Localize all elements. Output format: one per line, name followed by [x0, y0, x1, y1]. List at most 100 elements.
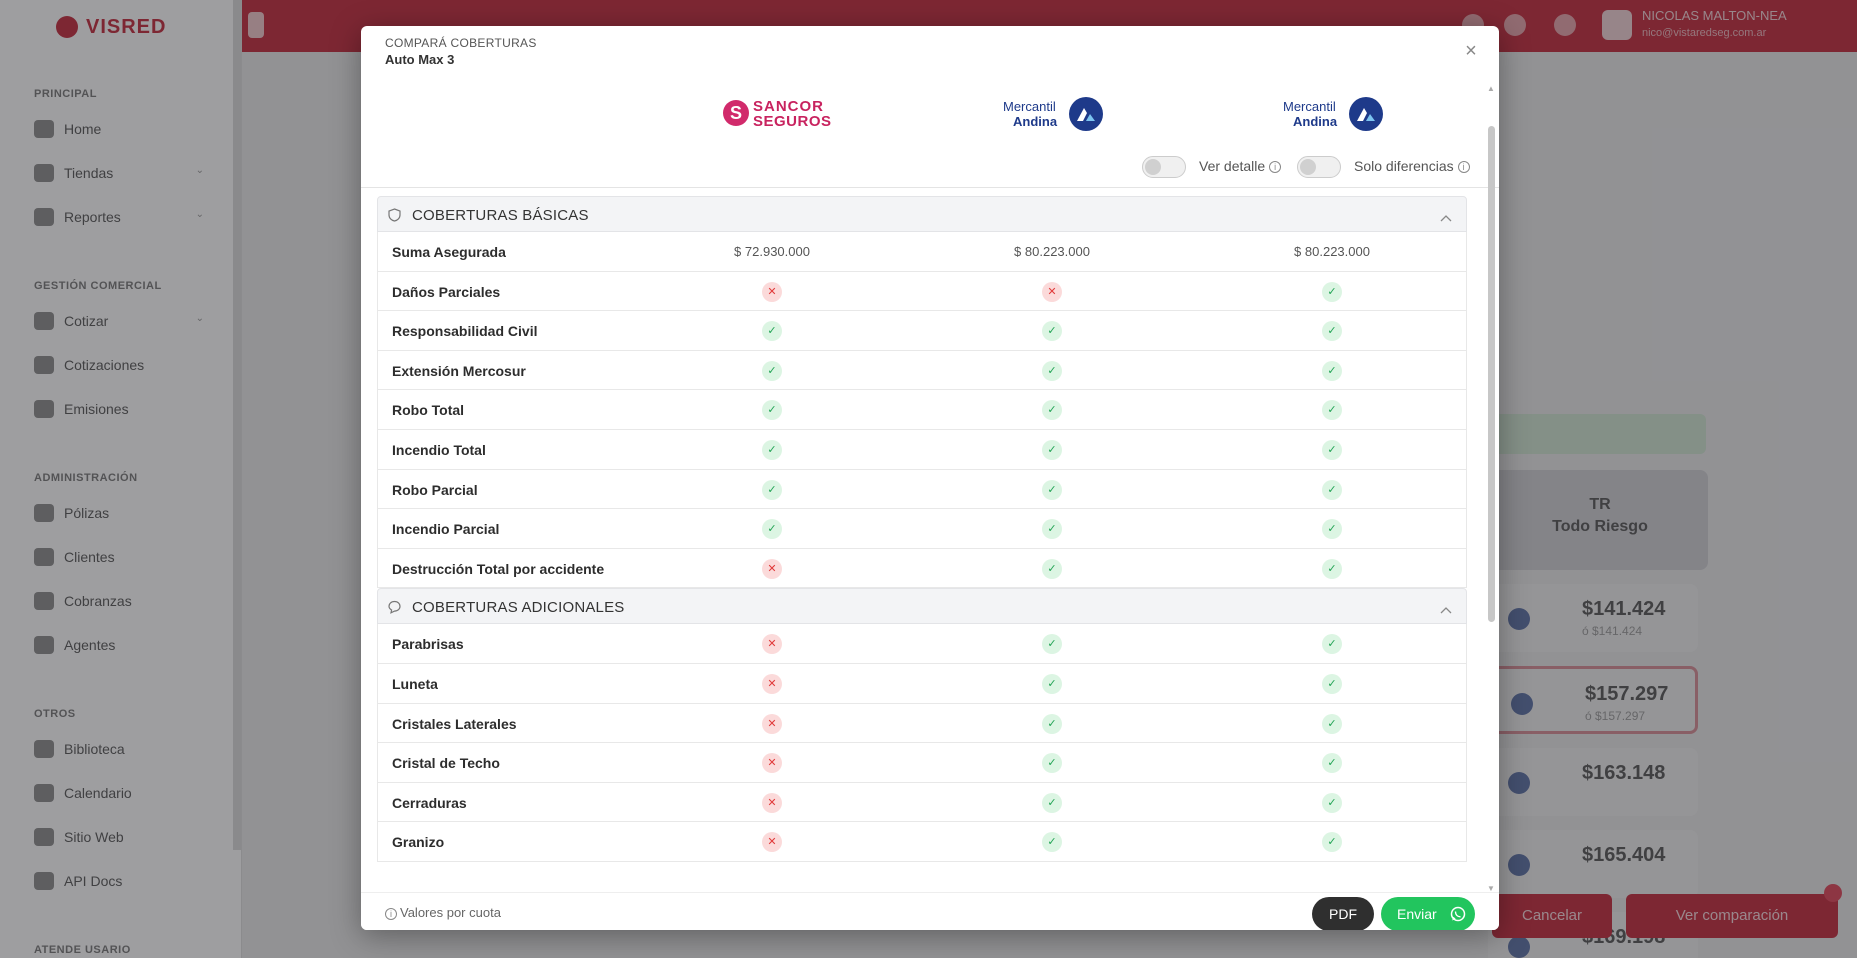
sidebar-item[interactable]: Emisiones	[34, 398, 204, 420]
logo-text: VISRED	[86, 16, 167, 38]
sidebar-item[interactable]: Cotizaciones	[34, 354, 204, 376]
insured-amount: $ 80.223.000	[1294, 244, 1370, 259]
sidebar-item[interactable]: Cotizar ⌄	[34, 310, 204, 332]
coverage-row: Incendio Parcial ✓ ✓ ✓	[377, 509, 1467, 549]
cancel-button[interactable]: Cancelar	[1492, 894, 1612, 938]
sidebar-section-title: GESTIÓN COMERCIAL	[34, 280, 162, 292]
quote-price: $157.297	[1585, 683, 1669, 705]
logo-mark-icon	[56, 16, 78, 38]
coverage-cell: ✓	[672, 509, 872, 548]
coverage-table[interactable]: COBERTURAS BÁSICAS Suma Asegurada $ 72.930…	[377, 196, 1467, 890]
coverage-label: Daños Parciales	[392, 283, 501, 300]
coverage-cell: ✓	[952, 783, 1152, 822]
x-icon: ✕	[762, 713, 782, 734]
coverage-row: Destrucción Total por accidente ✕ ✓ ✓	[377, 548, 1467, 589]
x-icon: ✕	[762, 832, 782, 853]
sidebar-item[interactable]: Sitio Web	[34, 826, 204, 848]
avatar[interactable]	[1602, 10, 1632, 40]
check-icon: ✓	[1322, 832, 1342, 853]
insurer-logo-icon	[1508, 772, 1530, 794]
sidebar-item-label: Reportes	[64, 209, 121, 225]
coverage-label: Parabrisas	[392, 636, 464, 653]
quote-card[interactable]: $163.148	[1488, 748, 1698, 816]
coverage-label: Cristal de Techo	[392, 755, 500, 772]
sidebar-item[interactable]: Pólizas	[34, 502, 204, 524]
bell-icon[interactable]	[1554, 14, 1576, 36]
chevron-up-icon[interactable]	[1440, 601, 1452, 619]
agent-icon	[34, 636, 54, 654]
info-icon: i	[385, 907, 397, 920]
coverage-row: Cristal de Techo ✕ ✓ ✓	[377, 743, 1467, 783]
coverage-label: Suma Asegurada	[392, 244, 506, 260]
sidebar-item[interactable]: Home	[34, 118, 204, 140]
quote-card[interactable]: $165.404	[1488, 830, 1698, 898]
coverage-cell: ✓	[1232, 624, 1432, 663]
sidebar-item[interactable]: Calendario	[34, 782, 204, 804]
sidebar-item[interactable]: API Docs	[34, 870, 204, 892]
document-icon	[34, 400, 54, 418]
store-icon	[34, 164, 54, 182]
sidebar-item-label: Sitio Web	[64, 829, 124, 845]
money-icon	[34, 592, 54, 610]
user-icon	[34, 548, 54, 566]
close-icon[interactable]: ×	[1465, 40, 1477, 62]
send-whatsapp-button[interactable]: Enviar	[1381, 897, 1475, 930]
chevron-up-icon[interactable]	[1440, 209, 1452, 227]
modal-scrollbar[interactable]: ▲ ▼	[1486, 84, 1496, 893]
plan-panel-header	[1488, 470, 1708, 570]
quote-card[interactable]: $141.424 ó $141.424	[1488, 584, 1698, 652]
sidebar-item[interactable]: Biblioteca	[34, 738, 204, 760]
user-name: NICOLAS MALTON-NEA	[1642, 8, 1787, 23]
quote-card[interactable]: $157.297 ó $157.297	[1488, 666, 1698, 734]
coverage-cell: ✓	[1232, 549, 1432, 588]
check-icon: ✓	[1042, 439, 1062, 460]
sidebar-item[interactable]: Tiendas ⌄	[34, 162, 204, 184]
sidebar: VISRED PRINCIPAL Home Tiendas ⌄ Reportes ⌄ GES…	[0, 0, 242, 958]
sidebar-item[interactable]: Reportes ⌄	[34, 206, 204, 228]
coverage-row: Cristales Laterales ✕ ✓ ✓	[377, 703, 1467, 744]
coverage-cell: ✕	[672, 743, 872, 782]
coverage-cell: $ 80.223.000	[952, 232, 1152, 271]
modal-footer: i Valores por cuota PDF Enviar	[361, 892, 1499, 930]
coverage-cell: ✓	[672, 430, 872, 469]
check-icon: ✓	[1322, 439, 1342, 460]
scroll-down-icon[interactable]: ▼	[1487, 884, 1495, 893]
plan-panel-title: TR Todo Riesgo	[1552, 496, 1648, 535]
coverage-cell: ✓	[1232, 822, 1432, 861]
check-icon: ✓	[1322, 479, 1342, 500]
coverage-cell: ✓	[952, 311, 1152, 350]
quote-price: $165.404	[1582, 844, 1666, 866]
coverage-cell: ✕	[672, 704, 872, 743]
settings-icon[interactable]	[1504, 14, 1526, 36]
check-icon: ✓	[762, 439, 782, 460]
quote-subprice: ó $157.297	[1585, 709, 1646, 723]
detail-toggle-label: Ver detalle i	[1199, 158, 1282, 174]
scroll-up-icon[interactable]: ▲	[1487, 84, 1495, 93]
coverage-cell: ✓	[952, 351, 1152, 390]
detail-toggle[interactable]	[1142, 156, 1186, 178]
globe-icon	[34, 828, 54, 846]
sidebar-scrollbar[interactable]	[233, 0, 241, 850]
scroll-thumb[interactable]	[1488, 126, 1495, 622]
coverage-cell: ✓	[1232, 743, 1432, 782]
differences-toggle[interactable]	[1297, 156, 1341, 178]
check-icon: ✓	[1042, 792, 1062, 813]
menu-toggle-button[interactable]	[248, 12, 264, 38]
pdf-button[interactable]: PDF	[1312, 897, 1374, 930]
info-icon[interactable]: i	[1269, 161, 1282, 174]
sidebar-item[interactable]: Clientes	[34, 546, 204, 568]
check-icon: ✓	[1322, 558, 1342, 579]
coverage-cell: ✓	[952, 430, 1152, 469]
compare-button[interactable]: Ver comparación	[1626, 894, 1838, 938]
sidebar-item[interactable]: Agentes	[34, 634, 204, 656]
coverage-label: Responsabilidad Civil	[392, 323, 538, 340]
coverage-cell: ✓	[952, 664, 1152, 703]
section-header[interactable]: COBERTURAS BÁSICAS	[377, 196, 1467, 232]
sidebar-item[interactable]: Cobranzas	[34, 590, 204, 612]
chat-icon	[388, 600, 401, 615]
coverage-cell: ✓	[1232, 311, 1432, 350]
compare-count-badge	[1824, 884, 1842, 902]
info-icon[interactable]: i	[1457, 161, 1470, 174]
section-header[interactable]: COBERTURAS ADICIONALES	[377, 588, 1467, 625]
insured-amount: $ 80.223.000	[1014, 244, 1090, 259]
